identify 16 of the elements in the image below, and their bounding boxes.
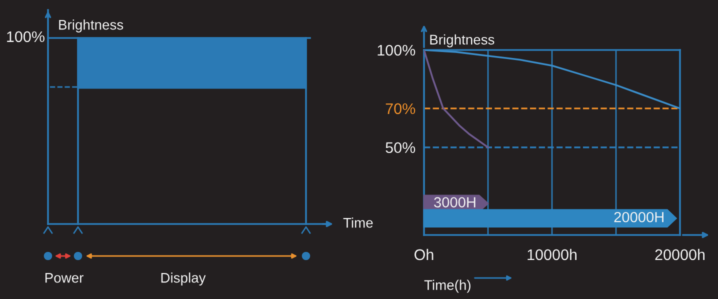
annotation: 3000H <box>434 197 476 208</box>
x-tick-label: 20000h <box>655 248 704 260</box>
text: Brightness <box>59 20 124 32</box>
line-series <box>424 50 489 148</box>
y-tick-label: 50% <box>386 142 416 154</box>
x-tick-label: 10000h <box>528 248 576 260</box>
annotation: 20000H <box>614 212 664 222</box>
text: 100% <box>7 31 44 42</box>
text: Power <box>45 273 84 283</box>
text: Time <box>343 218 373 228</box>
text: Display <box>161 272 206 286</box>
y-tick-label: 70% <box>386 103 416 114</box>
x-axis-title: Time(h) <box>424 280 470 293</box>
y-tick-label: 100% <box>378 44 416 56</box>
x-tick-label: Oh <box>414 248 434 260</box>
chart-title: Brightness <box>430 34 494 48</box>
